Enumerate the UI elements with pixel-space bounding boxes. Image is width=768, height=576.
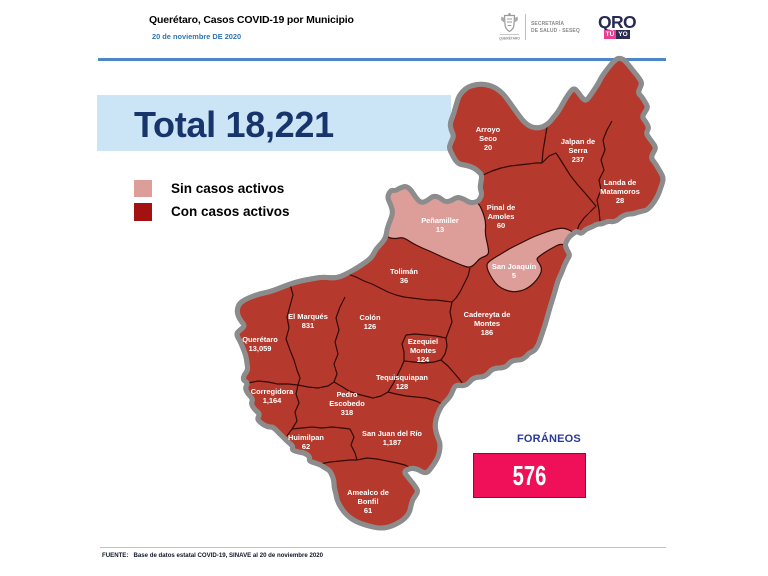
svg-text:Colón: Colón (359, 313, 381, 322)
svg-text:San Joaquín: San Joaquín (492, 262, 537, 271)
svg-text:Amoles: Amoles (488, 212, 515, 221)
svg-text:Montes: Montes (410, 346, 436, 355)
svg-text:831: 831 (302, 321, 314, 330)
svg-text:Landa de: Landa de (604, 178, 637, 187)
svg-text:Matamoros: Matamoros (600, 187, 640, 196)
svg-text:Montes: Montes (474, 319, 500, 328)
svg-text:36: 36 (400, 276, 408, 285)
svg-text:Arroyo: Arroyo (476, 125, 501, 134)
svg-text:237: 237 (572, 155, 584, 164)
svg-text:El Marqués: El Marqués (288, 312, 328, 321)
svg-text:13,059: 13,059 (249, 344, 272, 353)
svg-text:Tolimán: Tolimán (390, 267, 418, 276)
svg-text:318: 318 (341, 408, 353, 417)
svg-text:Amealco de: Amealco de (347, 488, 389, 497)
svg-text:Serra: Serra (568, 146, 588, 155)
svg-text:1,187: 1,187 (383, 438, 402, 447)
svg-text:Tequisquiapan: Tequisquiapan (376, 373, 428, 382)
svg-text:Pinal de: Pinal de (487, 203, 516, 212)
svg-text:Seco: Seco (479, 134, 497, 143)
svg-text:San Juan del Río: San Juan del Río (362, 429, 422, 438)
svg-text:QUERÉTARO: QUERÉTARO (499, 36, 520, 41)
svg-text:Bonfil: Bonfil (357, 497, 378, 506)
svg-text:61: 61 (364, 506, 372, 515)
svg-text:186: 186 (481, 328, 493, 337)
svg-text:124: 124 (417, 355, 430, 364)
svg-text:128: 128 (396, 382, 408, 391)
svg-text:28: 28 (616, 196, 624, 205)
svg-text:126: 126 (364, 322, 376, 331)
svg-text:Pedro: Pedro (336, 390, 358, 399)
svg-text:Huimilpan: Huimilpan (288, 433, 324, 442)
svg-text:Peñamiller: Peñamiller (421, 216, 459, 225)
svg-text:1,164: 1,164 (263, 396, 282, 405)
svg-text:Escobedo: Escobedo (329, 399, 365, 408)
svg-text:13: 13 (436, 225, 444, 234)
svg-text:Ezequiel: Ezequiel (408, 337, 438, 346)
svg-text:60: 60 (497, 221, 505, 230)
svg-text:Cadereyta de: Cadereyta de (464, 310, 511, 319)
svg-text:62: 62 (302, 442, 310, 451)
svg-text:Corregidora: Corregidora (251, 387, 294, 396)
svg-text:5: 5 (512, 271, 516, 280)
svg-text:20: 20 (484, 143, 492, 152)
svg-text:Jalpan de: Jalpan de (561, 137, 595, 146)
svg-text:Querétaro: Querétaro (242, 335, 278, 344)
